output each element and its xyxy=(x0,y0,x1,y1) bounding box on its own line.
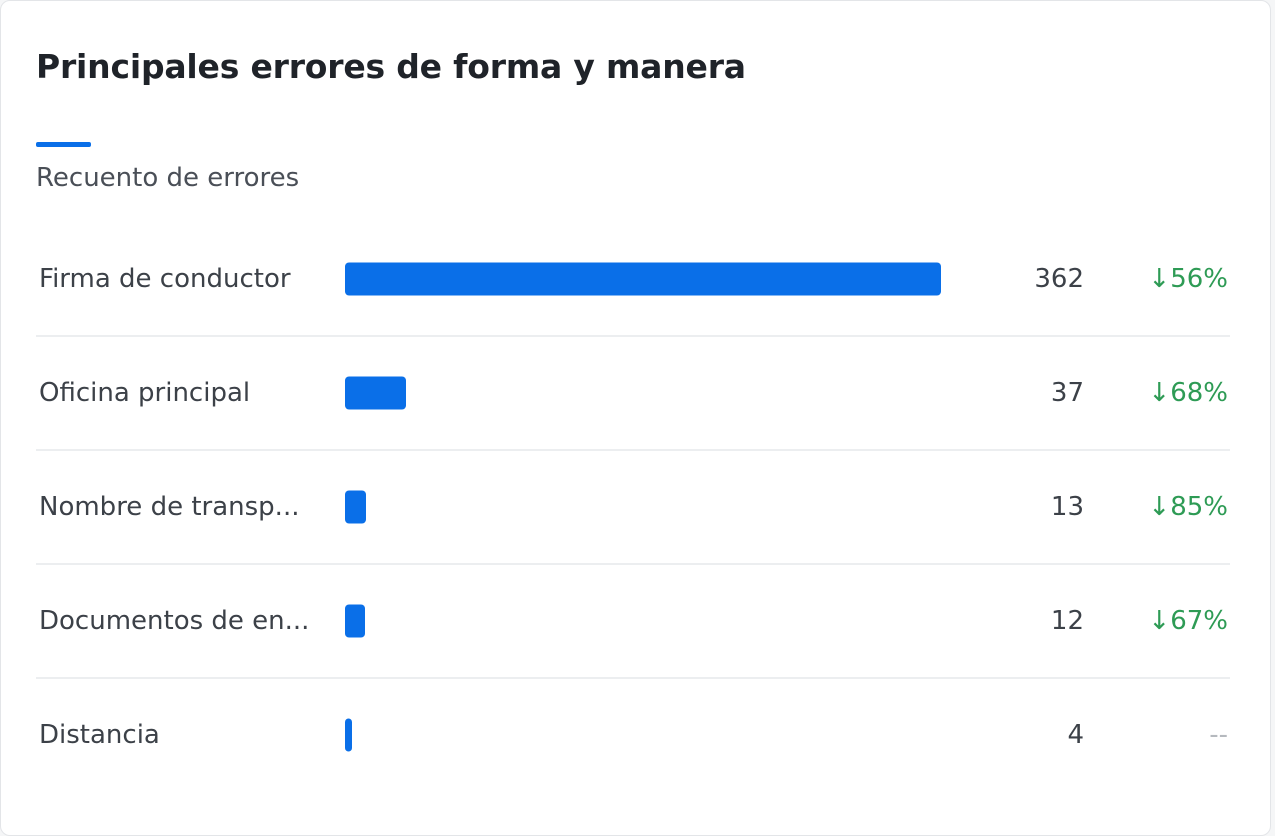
error-label: Distancia xyxy=(39,720,160,750)
error-count: 12 xyxy=(1050,606,1084,636)
error-label: Nombre de transp... xyxy=(39,492,300,522)
change-indicator: ↓85% xyxy=(1148,492,1228,522)
error-bar-track xyxy=(345,376,941,410)
error-bar-track xyxy=(345,490,941,524)
change-indicator: ↓68% xyxy=(1148,378,1228,408)
error-bar xyxy=(345,262,941,296)
list-item[interactable]: Firma de conductor 362 ↓56% xyxy=(36,223,1230,337)
card-title: Principales errores de forma y manera xyxy=(36,47,746,86)
error-bar xyxy=(345,718,352,752)
tab-active-indicator xyxy=(36,142,91,147)
error-count: 37 xyxy=(1050,378,1084,408)
error-count: 362 xyxy=(1034,264,1084,294)
error-count: 4 xyxy=(1067,720,1084,750)
tab-label: Recuento de errores xyxy=(36,163,300,193)
error-list: Firma de conductor 362 ↓56% Oficina prin… xyxy=(36,223,1230,791)
error-count: 13 xyxy=(1050,492,1084,522)
error-bar-track xyxy=(345,604,941,638)
change-indicator: ↓67% xyxy=(1148,606,1228,636)
error-bar xyxy=(345,604,365,638)
error-label: Firma de conductor xyxy=(39,264,291,294)
list-item[interactable]: Documentos de en... 12 ↓67% xyxy=(36,565,1230,679)
list-item[interactable]: Distancia 4 -- xyxy=(36,679,1230,791)
change-indicator: ↓56% xyxy=(1148,264,1228,294)
error-label: Oficina principal xyxy=(39,378,251,408)
error-bar-track xyxy=(345,262,941,296)
list-item[interactable]: Oficina principal 37 ↓68% xyxy=(36,337,1230,451)
error-bar xyxy=(345,490,367,524)
error-label: Documentos de en... xyxy=(39,606,310,636)
error-bar-track xyxy=(345,718,941,752)
change-indicator: -- xyxy=(1209,720,1228,750)
list-item[interactable]: Nombre de transp... 13 ↓85% xyxy=(36,451,1230,565)
error-bar xyxy=(345,376,406,410)
